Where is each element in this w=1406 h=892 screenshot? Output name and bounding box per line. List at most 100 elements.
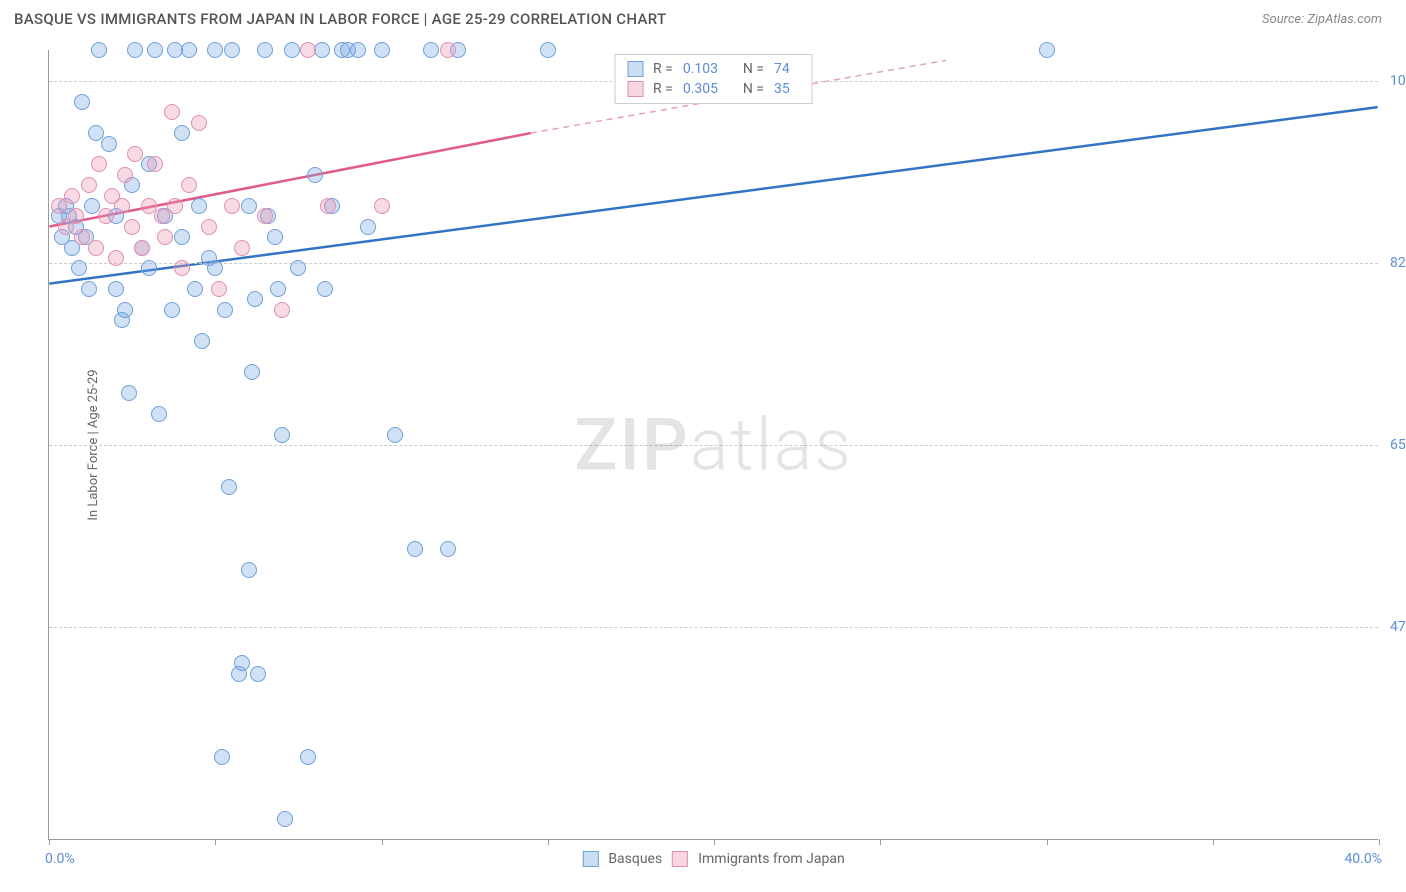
scatter-point bbox=[360, 219, 376, 235]
scatter-point bbox=[127, 42, 143, 58]
plot-area: ZIPatlas R =0.103N =74R =0.305N =35 0.0%… bbox=[48, 50, 1378, 840]
scatter-point bbox=[1039, 42, 1055, 58]
scatter-point bbox=[154, 208, 170, 224]
scatter-point bbox=[191, 115, 207, 131]
series-legend: Basques Immigrants from Japan bbox=[582, 851, 844, 867]
y-tick-label: 100.0% bbox=[1382, 73, 1406, 89]
scatter-point bbox=[241, 198, 257, 214]
scatter-point bbox=[167, 198, 183, 214]
title-bar: BASQUE VS IMMIGRANTS FROM JAPAN IN LABOR… bbox=[0, 0, 1406, 38]
scatter-point bbox=[71, 260, 87, 276]
scatter-point bbox=[147, 156, 163, 172]
scatter-point bbox=[174, 260, 190, 276]
x-tick bbox=[548, 839, 549, 845]
scatter-point bbox=[151, 406, 167, 422]
scatter-point bbox=[187, 281, 203, 297]
scatter-point bbox=[108, 281, 124, 297]
gridline bbox=[49, 445, 1378, 446]
scatter-point bbox=[257, 208, 273, 224]
scatter-point bbox=[407, 541, 423, 557]
scatter-point bbox=[241, 562, 257, 578]
legend-swatch bbox=[627, 61, 643, 77]
scatter-point bbox=[101, 136, 117, 152]
r-value: 0.103 bbox=[683, 61, 733, 77]
scatter-point bbox=[274, 302, 290, 318]
scatter-point bbox=[267, 229, 283, 245]
scatter-point bbox=[91, 42, 107, 58]
scatter-point bbox=[134, 240, 150, 256]
scatter-point bbox=[214, 749, 230, 765]
scatter-point bbox=[98, 208, 114, 224]
x-tick bbox=[1047, 839, 1048, 845]
scatter-point bbox=[234, 655, 250, 671]
stats-legend: R =0.103N =74R =0.305N =35 bbox=[614, 54, 813, 104]
scatter-point bbox=[350, 42, 366, 58]
scatter-point bbox=[440, 541, 456, 557]
x-tick bbox=[49, 839, 50, 845]
scatter-point bbox=[277, 811, 293, 827]
scatter-point bbox=[91, 156, 107, 172]
scatter-point bbox=[81, 281, 97, 297]
scatter-point bbox=[290, 260, 306, 276]
y-tick-label: 47.5% bbox=[1382, 619, 1406, 635]
scatter-point bbox=[194, 333, 210, 349]
chart-title: BASQUE VS IMMIGRANTS FROM JAPAN IN LABOR… bbox=[14, 10, 666, 28]
scatter-point bbox=[257, 42, 273, 58]
scatter-point bbox=[247, 291, 263, 307]
scatter-point bbox=[221, 479, 237, 495]
n-label: N = bbox=[743, 61, 764, 77]
scatter-point bbox=[374, 198, 390, 214]
scatter-point bbox=[174, 125, 190, 141]
scatter-point bbox=[284, 42, 300, 58]
scatter-point bbox=[540, 42, 556, 58]
x-tick bbox=[714, 839, 715, 845]
scatter-point bbox=[141, 260, 157, 276]
scatter-point bbox=[181, 177, 197, 193]
x-tick bbox=[382, 839, 383, 845]
scatter-point bbox=[64, 188, 80, 204]
correlation-chart: In Labor Force | Age 25-29 ZIPatlas R =0… bbox=[48, 50, 1378, 840]
y-tick-label: 65.0% bbox=[1382, 437, 1406, 453]
scatter-point bbox=[317, 281, 333, 297]
scatter-point bbox=[181, 42, 197, 58]
scatter-point bbox=[300, 749, 316, 765]
scatter-point bbox=[157, 229, 173, 245]
scatter-point bbox=[234, 240, 250, 256]
scatter-point bbox=[117, 302, 133, 318]
scatter-point bbox=[127, 146, 143, 162]
y-tick-label: 82.5% bbox=[1382, 255, 1406, 271]
legend-swatch bbox=[627, 81, 643, 97]
n-value: 74 bbox=[774, 61, 800, 77]
scatter-point bbox=[108, 250, 124, 266]
scatter-point bbox=[164, 302, 180, 318]
legend-swatch bbox=[582, 851, 598, 867]
x-tick bbox=[1213, 839, 1214, 845]
legend-swatch bbox=[672, 851, 688, 867]
legend-label: Immigrants from Japan bbox=[698, 851, 844, 867]
scatter-point bbox=[224, 198, 240, 214]
gridline bbox=[49, 263, 1378, 264]
stats-legend-row: R = 0.103 N = 74 bbox=[627, 59, 800, 79]
legend-label: Basques bbox=[608, 851, 662, 867]
scatter-point bbox=[274, 427, 290, 443]
scatter-point bbox=[423, 42, 439, 58]
scatter-point bbox=[207, 260, 223, 276]
r-label: R = bbox=[653, 61, 673, 77]
scatter-point bbox=[207, 42, 223, 58]
scatter-point bbox=[121, 385, 137, 401]
scatter-point bbox=[114, 198, 130, 214]
scatter-point bbox=[174, 229, 190, 245]
scatter-point bbox=[250, 666, 266, 682]
x-tick bbox=[1379, 839, 1380, 845]
x-tick bbox=[215, 839, 216, 845]
scatter-point bbox=[440, 42, 456, 58]
scatter-point bbox=[320, 198, 336, 214]
scatter-point bbox=[191, 198, 207, 214]
scatter-point bbox=[74, 94, 90, 110]
scatter-point bbox=[300, 42, 316, 58]
n-label: N = bbox=[743, 81, 764, 97]
scatter-point bbox=[124, 219, 140, 235]
scatter-point bbox=[51, 198, 67, 214]
scatter-point bbox=[244, 364, 260, 380]
scatter-point bbox=[88, 240, 104, 256]
